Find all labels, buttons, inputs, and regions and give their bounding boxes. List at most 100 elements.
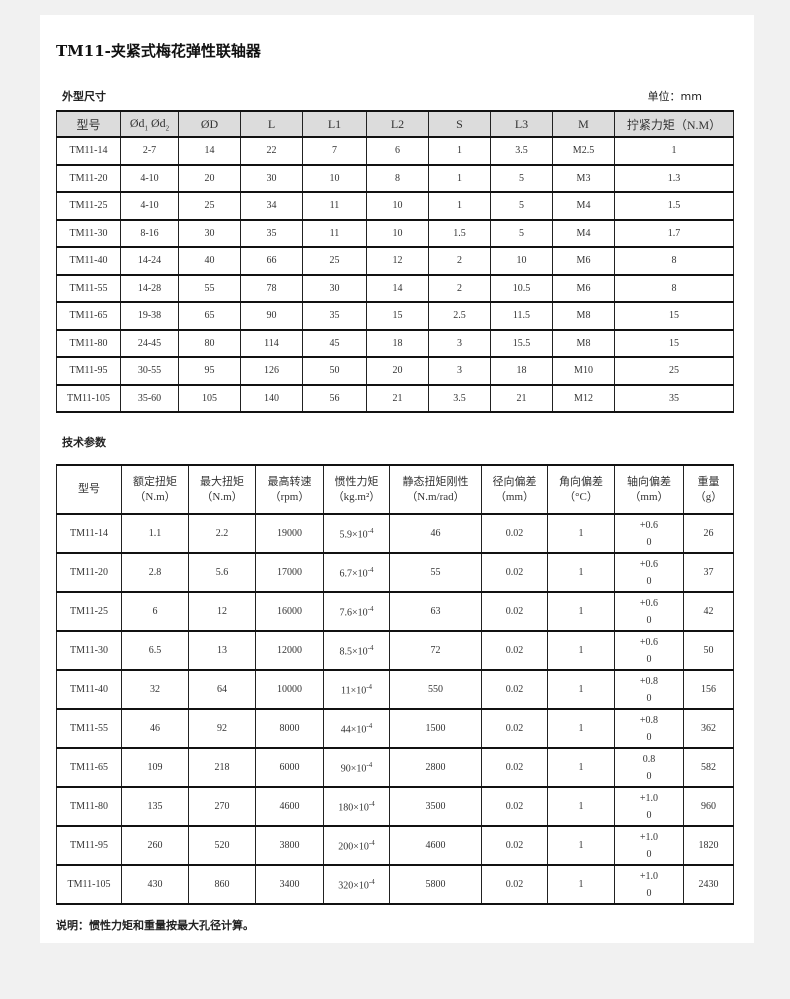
column-header: L	[240, 110, 303, 138]
table-cell: 1	[547, 552, 615, 593]
table-cell: 6	[366, 136, 429, 165]
table-cell: 1	[547, 513, 615, 554]
table-cell: 2800	[389, 747, 482, 788]
table-cell: 32	[121, 669, 189, 710]
table-cell: TM11-40	[56, 669, 122, 710]
table-row: TM11-30 6.5 13 12000 8.5×10-4 72 0.02 1 +0.6 0 50	[56, 630, 734, 671]
table-cell: 1	[547, 591, 615, 632]
table-cell: 10	[490, 246, 553, 275]
table-cell: 135	[121, 786, 189, 827]
table-cell: 0.02	[481, 669, 548, 710]
table-cell: 7	[302, 136, 367, 165]
table-cell: 0.02	[481, 630, 548, 671]
table-cell: TM11-20	[56, 163, 121, 193]
table-cell: 5	[490, 163, 553, 193]
inertia-cell: 6.7×10-4	[323, 552, 390, 593]
table-row: TM11-95 260 520 3800 200×10-4 4600 0.02 1 +1.0 0 1…	[56, 825, 734, 866]
table-cell: 8	[614, 246, 734, 275]
column-header-name: 最大扭矩	[200, 475, 244, 488]
inertia-exponent: -4	[367, 605, 374, 614]
table-cell: 16000	[255, 591, 324, 632]
axial-lower: 0	[646, 536, 652, 548]
table-cell: 35	[302, 301, 367, 330]
table-cell: 55	[389, 552, 482, 593]
axial-lower: 0	[646, 887, 652, 899]
axial-deviation-cell: +1.0 0	[614, 786, 684, 827]
table-cell: 4600	[255, 786, 324, 827]
column-header: L3	[490, 110, 553, 138]
table-cell: 2	[428, 273, 491, 303]
table-cell: TM11-95	[56, 356, 121, 385]
table-cell: 95	[178, 356, 241, 385]
axial-upper: +0.6	[639, 636, 659, 648]
table-cell: 25	[178, 191, 241, 220]
footnote: 说明：惯性力矩和重量按最大孔径计算。	[56, 919, 254, 932]
axial-upper: +1.0	[639, 792, 659, 804]
table-cell: 78	[240, 273, 303, 303]
table-cell: TM11-55	[56, 273, 121, 303]
table-cell: 92	[188, 708, 256, 749]
table-cell: 8	[614, 273, 734, 303]
table-cell: 1.3	[614, 163, 734, 193]
table-cell: 46	[121, 708, 189, 749]
column-header: 角向偏差 （°C）	[547, 464, 615, 515]
table-row: TM11-55 46 92 8000 44×10-4 1500 0.02 1 +0.8 0 362	[56, 708, 734, 749]
table-cell: M8	[552, 301, 615, 330]
column-header: Ød1 Ød2Ød1 Ød2	[120, 110, 179, 138]
table-cell: 25	[302, 246, 367, 275]
table-cell: 10	[366, 218, 429, 248]
inertia-exponent: -4	[367, 644, 374, 653]
axial-upper: +0.8	[639, 675, 659, 687]
table-cell: 5.6	[188, 552, 256, 593]
table-cell: M8	[552, 328, 615, 358]
table-row: TM11-40 32 64 10000 11×10-4 550 0.02 1 +0.8 0 156	[56, 669, 734, 710]
unit-label: 单位：mm	[647, 90, 702, 103]
table-cell: 15.5	[490, 328, 553, 358]
column-header-unit: （mm）	[629, 490, 669, 503]
table-cell: 5800	[389, 864, 482, 905]
axial-lower: 0	[646, 731, 652, 743]
column-header-name: 径向偏差	[492, 475, 537, 488]
table-cell: 19-38	[120, 301, 179, 330]
table-cell: 20	[178, 163, 241, 193]
table-cell: M2.5	[552, 136, 615, 165]
table-cell: TM11-14	[56, 136, 121, 165]
table-cell: 50	[683, 630, 734, 671]
table-cell: 50	[302, 356, 367, 385]
inertia-base: 6.7×10	[339, 568, 368, 580]
table-cell: 1	[428, 163, 491, 193]
table-cell: 30-55	[120, 356, 179, 385]
column-header-unit: （N.m）	[134, 490, 176, 503]
table-cell: 550	[389, 669, 482, 710]
table-cell: 35-60	[120, 383, 179, 413]
table-cell: 46	[389, 513, 482, 554]
inertia-exponent: -4	[368, 839, 375, 848]
table-cell: 35	[614, 383, 734, 413]
axial-upper: +1.0	[639, 870, 659, 882]
technical-table: 型号 额定扭矩 （N.m） 最大扭矩 （N.m） 最高转速 （rpm） 惯性力矩 （kg.m²）…	[56, 464, 734, 905]
table-cell: 14	[366, 273, 429, 303]
table-cell: 37	[683, 552, 734, 593]
table-cell: TM11-80	[56, 328, 121, 358]
table-cell: 1.5	[614, 191, 734, 220]
table-cell: 11.5	[490, 301, 553, 330]
table-row: TM11-20 4-10 20 30 10 8 1 5 M3 1.3	[56, 163, 734, 193]
table-cell: 2-7	[120, 136, 179, 165]
table-cell: 56	[302, 383, 367, 413]
inertia-cell: 7.6×10-4	[323, 591, 390, 632]
technical-section-title: 技术参数	[62, 436, 106, 449]
table-cell: TM11-65	[56, 301, 121, 330]
column-header-unit: （N.m）	[201, 490, 243, 503]
table-cell: 4600	[389, 825, 482, 866]
axial-upper: +0.8	[639, 714, 659, 726]
table-cell: 156	[683, 669, 734, 710]
table-cell: 15	[366, 301, 429, 330]
table-cell: 3.5	[428, 383, 491, 413]
table-cell: 1	[614, 136, 734, 165]
table-cell: 218	[188, 747, 256, 788]
table-cell: 15	[614, 328, 734, 358]
table-cell: 21	[366, 383, 429, 413]
dimensions-section-title: 外型尺寸	[62, 90, 106, 103]
table-cell: 20	[366, 356, 429, 385]
table-cell: 26	[683, 513, 734, 554]
